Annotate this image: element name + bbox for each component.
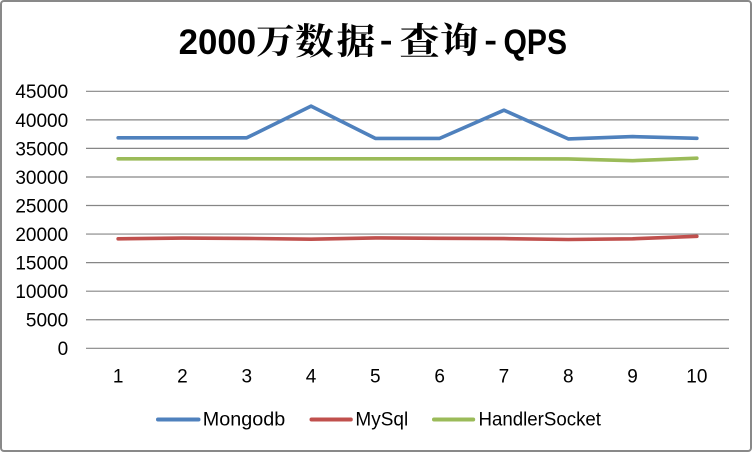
svg-text:1: 1 xyxy=(113,367,124,388)
svg-text:20000: 20000 xyxy=(15,225,68,246)
svg-text:10: 10 xyxy=(686,367,707,388)
svg-text:30000: 30000 xyxy=(15,168,68,189)
svg-text:5: 5 xyxy=(370,367,381,388)
svg-text:5000: 5000 xyxy=(26,311,68,332)
svg-text:25000: 25000 xyxy=(15,196,68,217)
svg-text:2000: 2000 xyxy=(179,23,257,62)
svg-text:9: 9 xyxy=(627,367,638,388)
svg-text:MySql: MySql xyxy=(355,410,408,431)
svg-text:0: 0 xyxy=(58,339,69,360)
svg-text:4: 4 xyxy=(306,367,317,388)
svg-text:35000: 35000 xyxy=(15,139,68,160)
svg-text:45000: 45000 xyxy=(15,82,68,103)
svg-text:HandlerSocket: HandlerSocket xyxy=(479,410,602,431)
svg-text:8: 8 xyxy=(563,367,574,388)
svg-text:10000: 10000 xyxy=(15,282,68,303)
svg-text:Mongodb: Mongodb xyxy=(203,410,285,431)
svg-text:2: 2 xyxy=(177,367,188,388)
svg-text:7: 7 xyxy=(499,367,510,388)
svg-text:QPS: QPS xyxy=(504,23,568,62)
svg-text:40000: 40000 xyxy=(15,111,68,132)
svg-text:6: 6 xyxy=(434,367,445,388)
svg-text:3: 3 xyxy=(241,367,252,388)
svg-text:15000: 15000 xyxy=(15,254,68,275)
